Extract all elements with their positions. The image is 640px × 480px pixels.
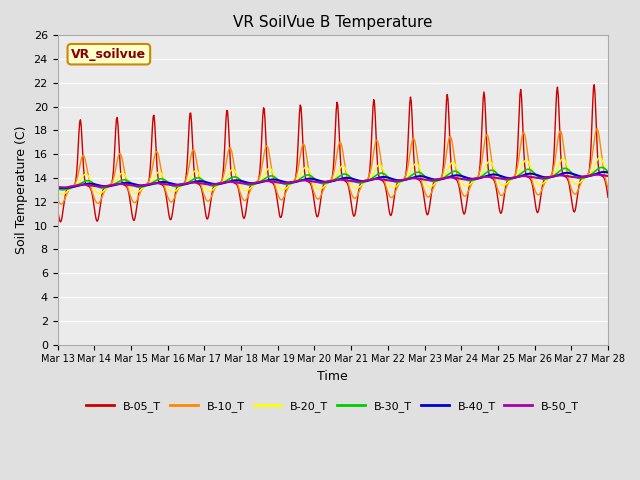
B-10_T bbox=[401, 175, 408, 181]
B-20_T bbox=[65, 188, 72, 193]
Line: B-30_T: B-30_T bbox=[58, 168, 608, 190]
Title: VR SoilVue B Temperature: VR SoilVue B Temperature bbox=[233, 15, 433, 30]
Line: B-05_T: B-05_T bbox=[58, 85, 608, 222]
Line: B-10_T: B-10_T bbox=[58, 129, 608, 204]
B-10_T bbox=[206, 197, 214, 203]
B-30_T bbox=[177, 183, 184, 189]
B-20_T bbox=[121, 172, 129, 178]
B-05_T bbox=[590, 82, 598, 88]
B-10_T bbox=[417, 173, 424, 179]
B-50_T bbox=[54, 184, 61, 190]
B-10_T bbox=[54, 196, 61, 202]
B-05_T bbox=[417, 179, 424, 184]
B-50_T bbox=[604, 173, 612, 179]
B-30_T bbox=[54, 186, 61, 192]
B-40_T bbox=[604, 170, 612, 176]
B-05_T bbox=[57, 219, 65, 225]
B-40_T bbox=[177, 182, 184, 188]
B-05_T bbox=[206, 204, 214, 210]
B-05_T bbox=[54, 205, 61, 211]
B-30_T bbox=[59, 187, 67, 192]
B-10_T bbox=[593, 126, 601, 132]
B-30_T bbox=[206, 182, 214, 188]
B-50_T bbox=[417, 176, 424, 182]
B-30_T bbox=[401, 177, 408, 183]
X-axis label: Time: Time bbox=[317, 370, 348, 383]
B-05_T bbox=[177, 181, 184, 187]
Text: VR_soilvue: VR_soilvue bbox=[71, 48, 147, 60]
B-20_T bbox=[401, 177, 408, 182]
B-40_T bbox=[65, 185, 72, 191]
B-40_T bbox=[59, 185, 67, 191]
B-10_T bbox=[604, 185, 612, 191]
B-10_T bbox=[121, 171, 129, 177]
B-30_T bbox=[598, 165, 605, 170]
B-40_T bbox=[600, 169, 608, 175]
B-30_T bbox=[65, 186, 72, 192]
B-10_T bbox=[65, 188, 72, 194]
B-40_T bbox=[206, 180, 214, 186]
B-20_T bbox=[206, 189, 214, 194]
B-05_T bbox=[401, 176, 408, 182]
B-10_T bbox=[177, 183, 184, 189]
B-20_T bbox=[58, 192, 66, 197]
B-30_T bbox=[417, 170, 424, 176]
B-20_T bbox=[177, 183, 184, 189]
B-20_T bbox=[417, 167, 424, 173]
Line: B-20_T: B-20_T bbox=[58, 157, 608, 194]
B-20_T bbox=[54, 190, 61, 195]
B-50_T bbox=[121, 181, 129, 187]
Line: B-40_T: B-40_T bbox=[58, 172, 608, 188]
B-30_T bbox=[121, 177, 129, 182]
B-20_T bbox=[604, 174, 612, 180]
B-50_T bbox=[593, 172, 601, 178]
B-40_T bbox=[54, 185, 61, 191]
B-50_T bbox=[61, 184, 68, 190]
B-50_T bbox=[177, 182, 184, 188]
B-40_T bbox=[401, 177, 408, 183]
B-05_T bbox=[65, 184, 72, 190]
B-10_T bbox=[58, 201, 65, 207]
B-20_T bbox=[596, 155, 604, 160]
Legend: B-05_T, B-10_T, B-20_T, B-30_T, B-40_T, B-50_T: B-05_T, B-10_T, B-20_T, B-30_T, B-40_T, … bbox=[82, 396, 584, 416]
B-50_T bbox=[401, 177, 408, 182]
B-05_T bbox=[604, 194, 612, 200]
B-50_T bbox=[65, 184, 72, 190]
Y-axis label: Soil Temperature (C): Soil Temperature (C) bbox=[15, 126, 28, 254]
B-40_T bbox=[121, 180, 129, 186]
Line: B-50_T: B-50_T bbox=[58, 175, 608, 187]
B-40_T bbox=[417, 173, 424, 179]
B-30_T bbox=[604, 169, 612, 175]
B-05_T bbox=[121, 182, 129, 188]
B-50_T bbox=[206, 182, 214, 188]
